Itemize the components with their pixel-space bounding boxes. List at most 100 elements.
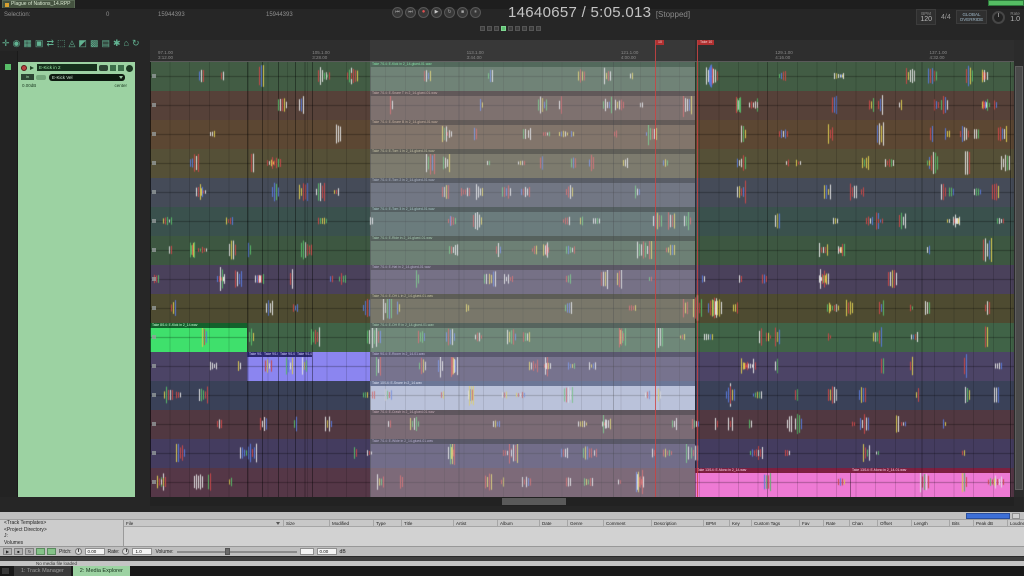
sidebar-item[interactable]: Volumes bbox=[4, 539, 24, 546]
item-handle[interactable] bbox=[152, 248, 156, 252]
column-header-loudness[interactable]: Loudness bbox=[1008, 520, 1024, 526]
play-button[interactable]: ▶ bbox=[431, 7, 442, 18]
selection-length[interactable]: 15944393 bbox=[266, 12, 293, 18]
mouse-pointer-icon[interactable]: ✛ bbox=[2, 38, 10, 48]
column-header-size[interactable]: Size bbox=[284, 520, 330, 526]
track-lane-5[interactable]: Take 7/14: E-Tom 2 in 2_14-glued-01.wav bbox=[150, 178, 1014, 207]
rate-field[interactable]: 1.0 bbox=[132, 548, 153, 555]
marker-line[interactable] bbox=[655, 40, 656, 62]
grid-icon[interactable]: ▦ bbox=[23, 38, 32, 48]
selection-end[interactable]: 15944393 bbox=[158, 12, 185, 18]
vertical-scroll-thumb[interactable] bbox=[1015, 66, 1023, 490]
transport-option-button-9[interactable] bbox=[536, 26, 541, 31]
sidebar-item[interactable]: <Track Templates> bbox=[4, 520, 47, 526]
marker-flag[interactable]: Take 10 bbox=[698, 40, 715, 45]
transport-option-button-2[interactable] bbox=[487, 26, 492, 31]
monitor-speaker-icon[interactable] bbox=[30, 66, 34, 70]
column-header-comment[interactable]: Comment bbox=[604, 520, 652, 526]
fx-toggle[interactable] bbox=[36, 74, 46, 80]
fx-icon[interactable]: ✱ bbox=[112, 38, 121, 48]
search-options-button[interactable] bbox=[1012, 513, 1020, 519]
envelope-icon[interactable]: ◉ bbox=[12, 38, 21, 48]
transport-option-button-1[interactable] bbox=[480, 26, 485, 31]
pitch-field[interactable]: 0.00 bbox=[84, 548, 105, 555]
track-lane-6[interactable]: Take 7/14: E-Tom 3 in 2_14-glued-01.wav bbox=[150, 207, 1014, 236]
column-header-type[interactable]: Type bbox=[374, 520, 402, 526]
item-handle[interactable] bbox=[152, 480, 156, 484]
bpm-box[interactable]: BPM 120 bbox=[916, 9, 937, 25]
column-header-offset[interactable]: Offset bbox=[878, 520, 912, 526]
column-header-date[interactable]: Date bbox=[540, 520, 568, 526]
track-lane-12[interactable]: Take 10/14: E-Snare in 2_14.wav bbox=[150, 381, 1014, 410]
preview-repeat-button[interactable]: ↻ bbox=[25, 548, 34, 555]
pause-button[interactable]: ⏸ bbox=[470, 7, 481, 18]
column-header-rate[interactable]: Rate bbox=[824, 520, 850, 526]
go-to-start-button[interactable]: ⏮ bbox=[392, 7, 403, 18]
track-lane-1[interactable]: Take 7/14: E-Kick in 2_14-glued-01.wav bbox=[150, 62, 1014, 91]
transport-option-button-6[interactable] bbox=[515, 26, 520, 31]
track-lane-15[interactable]: Take 13/14: E-Mono in 2_14.wav Take 13/14… bbox=[150, 468, 1014, 497]
item-handle[interactable] bbox=[152, 277, 156, 281]
selection-start[interactable]: 0 bbox=[106, 12, 110, 18]
column-header-description[interactable]: Description bbox=[652, 520, 704, 526]
track-lane-7[interactable]: Take 7/14: E-Ride in 2_14-glued-01.wav bbox=[150, 236, 1014, 265]
column-header-modified[interactable]: Modified bbox=[330, 520, 374, 526]
repeat-button[interactable]: ↻ bbox=[444, 7, 455, 18]
transport-option-button-8[interactable] bbox=[529, 26, 534, 31]
media-item-icon[interactable]: ▤ bbox=[101, 38, 110, 48]
envelope-dropdown[interactable]: E-Kick Vel bbox=[49, 73, 125, 81]
item-handle[interactable] bbox=[152, 190, 156, 194]
vertical-scrollbar[interactable] bbox=[1014, 40, 1024, 497]
routing-button[interactable] bbox=[99, 65, 108, 71]
track-lane-8[interactable]: Take 7/14: E-Hat in 2_14-glued-01.wav bbox=[150, 265, 1014, 294]
preview-stop-button[interactable]: ■ bbox=[14, 548, 23, 555]
column-header-artist[interactable]: Artist bbox=[454, 520, 498, 526]
item-handle[interactable] bbox=[152, 74, 156, 78]
stop-button[interactable]: ■ bbox=[457, 7, 468, 18]
item-handle[interactable] bbox=[152, 132, 156, 136]
time-signature[interactable]: 4/4 bbox=[941, 13, 951, 21]
volume-aux-field[interactable] bbox=[299, 548, 314, 555]
column-header-key[interactable]: Key bbox=[730, 520, 752, 526]
marker-line[interactable] bbox=[697, 40, 698, 62]
horizontal-scrollbar[interactable] bbox=[150, 497, 1014, 506]
search-input[interactable] bbox=[966, 513, 1010, 519]
start-on-bar-toggle[interactable] bbox=[47, 548, 56, 555]
column-header-chan[interactable]: Chan bbox=[850, 520, 878, 526]
pan-readout[interactable]: center bbox=[114, 83, 127, 88]
track-lane-3[interactable]: Take 7/14: E-Snare B in 2_14-glued-01.wa… bbox=[150, 120, 1014, 149]
track-lane-10[interactable]: Take 8/14: E-Kick in 2_14.wav Take 7/14: … bbox=[150, 323, 1014, 352]
item-group-icon[interactable]: ▩ bbox=[89, 38, 99, 48]
column-header-genre[interactable]: Genre bbox=[568, 520, 604, 526]
volume-slider[interactable] bbox=[176, 548, 297, 555]
pitch-knob[interactable] bbox=[74, 548, 82, 555]
rate-knob[interactable] bbox=[122, 548, 130, 555]
item-handle[interactable] bbox=[152, 219, 156, 223]
marker-flag[interactable]: 10 bbox=[656, 40, 664, 45]
track-lane-2[interactable]: Take 7/14: E-Snare T in 2_14-glued-01.wa… bbox=[150, 91, 1014, 120]
column-header-fav[interactable]: Fav bbox=[800, 520, 824, 526]
solo-button[interactable] bbox=[118, 65, 124, 71]
transport-time-display[interactable]: 14640657 / 5:05.013 [Stopped] bbox=[508, 4, 690, 21]
column-header-file[interactable]: File bbox=[124, 520, 284, 526]
column-header-album[interactable]: Album bbox=[498, 520, 540, 526]
transport-option-button-4[interactable] bbox=[501, 26, 506, 31]
sidebar-item[interactable]: <Project Directory> bbox=[4, 526, 47, 533]
file-list[interactable] bbox=[124, 527, 1024, 546]
item-handle[interactable] bbox=[152, 451, 156, 455]
transport-option-button-5[interactable] bbox=[508, 26, 513, 31]
track-lane-4[interactable]: Take 7/14: E-Tom 1 in 2_14-glued-01.wav bbox=[150, 149, 1014, 178]
column-header-title[interactable]: Title bbox=[402, 520, 454, 526]
timeline-ruler[interactable]: 97.1.00 3:12.00 105.1.00 3:28.00 113.1.00 3:4… bbox=[150, 40, 1014, 62]
column-header-bpm[interactable]: BPM bbox=[704, 520, 730, 526]
column-header-custom-tags[interactable]: Custom Tags bbox=[752, 520, 800, 526]
volume-field[interactable]: 0.00 bbox=[316, 548, 337, 555]
crossfade-icon[interactable]: ◩ bbox=[78, 38, 87, 48]
window-title-tab[interactable]: Plague of Nations_14.RPP bbox=[2, 0, 76, 8]
transport-option-button-7[interactable] bbox=[522, 26, 527, 31]
undo-icon[interactable]: ↻ bbox=[131, 38, 140, 48]
metronome-icon[interactable]: ◬ bbox=[68, 38, 76, 48]
record-button[interactable]: ● bbox=[418, 7, 429, 18]
item-handle[interactable] bbox=[152, 103, 156, 107]
